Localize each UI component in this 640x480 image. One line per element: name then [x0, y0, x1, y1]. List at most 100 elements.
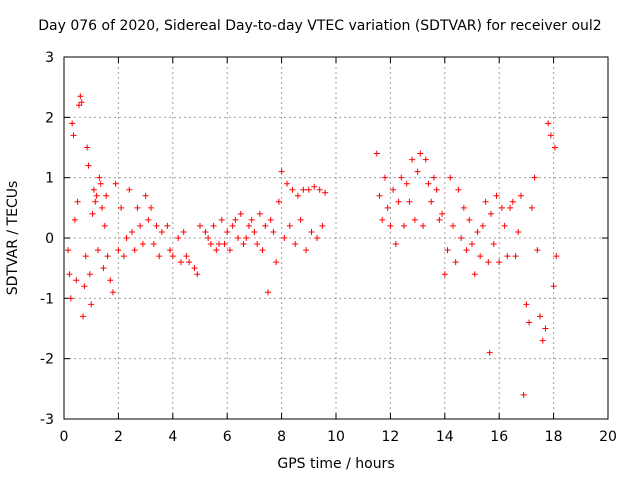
data-point [153, 222, 160, 229]
data-point [379, 216, 386, 223]
data-point [191, 265, 198, 272]
data-point [126, 186, 133, 193]
data-point [542, 325, 549, 332]
data-point [387, 222, 394, 229]
data-point [194, 271, 201, 278]
x-tick-label: 18 [545, 429, 563, 445]
data-point [553, 253, 560, 260]
data-point [504, 253, 511, 260]
data-point [88, 301, 95, 308]
data-point [545, 120, 552, 127]
data-point [422, 156, 429, 163]
data-point [316, 186, 323, 193]
data-point [414, 168, 421, 175]
data-point [232, 216, 239, 223]
data-point [444, 247, 451, 254]
data-point [186, 259, 193, 266]
data-point [259, 247, 266, 254]
data-point [523, 301, 530, 308]
data-point [213, 247, 220, 254]
data-point [531, 174, 538, 181]
data-point [248, 216, 255, 223]
data-point [534, 247, 541, 254]
data-point [226, 247, 233, 254]
data-point [169, 253, 176, 260]
data-point [278, 168, 285, 175]
data-point [449, 222, 456, 229]
data-point [150, 241, 157, 248]
data-point [71, 216, 78, 223]
data-point [392, 241, 399, 248]
data-point [95, 247, 101, 254]
data-point [376, 192, 383, 199]
data-point [490, 241, 497, 248]
data-point [482, 198, 489, 205]
data-point [100, 265, 107, 272]
y-tick-label: -2 [40, 352, 54, 368]
data-point [275, 198, 282, 205]
data-point [547, 132, 554, 139]
data-point [428, 198, 435, 205]
data-point [496, 259, 503, 266]
data-point [73, 277, 80, 284]
data-point [107, 277, 114, 284]
data-point [202, 228, 209, 235]
data-point [528, 204, 535, 211]
data-point [243, 235, 250, 241]
data-point [129, 228, 135, 235]
y-tick-label: -3 [40, 412, 54, 428]
data-point [297, 216, 304, 223]
data-point [131, 247, 138, 254]
data-point [551, 144, 558, 151]
data-point [69, 120, 76, 127]
data-point [80, 313, 87, 320]
data-point [82, 253, 89, 260]
data-point [294, 192, 301, 199]
data-point [550, 283, 557, 290]
data-point [229, 222, 236, 229]
data-point [373, 150, 380, 157]
data-point [308, 228, 315, 235]
data-point [139, 241, 146, 248]
data-point [284, 180, 291, 187]
data-point [469, 241, 475, 248]
x-tick-label: 8 [277, 429, 286, 445]
data-point [78, 99, 85, 106]
x-tick-label: 16 [490, 429, 508, 445]
data-point [254, 241, 261, 248]
data-point [441, 271, 448, 278]
x-tick-label: 14 [436, 429, 454, 445]
data-point [90, 186, 97, 193]
data-point [148, 204, 155, 211]
y-tick-label: 0 [45, 231, 54, 247]
data-point [517, 192, 524, 199]
data-point [520, 391, 527, 398]
grid-lines [64, 57, 608, 419]
data-point [401, 222, 407, 229]
data-point [409, 156, 416, 163]
data-point [471, 271, 478, 278]
x-axis-label: GPS time / hours [277, 456, 395, 472]
data-point [300, 186, 307, 193]
chart-title: Day 076 of 2020, Sidereal Day-to-day VTE… [38, 18, 602, 34]
data-point [123, 235, 130, 241]
x-tick-label: 12 [381, 429, 399, 445]
data-point [477, 253, 484, 260]
data-point [158, 228, 165, 235]
data-point [235, 235, 242, 241]
data-point [256, 210, 263, 217]
data-point [70, 132, 77, 139]
data-point [439, 210, 446, 217]
data-point [115, 247, 122, 254]
data-point [311, 183, 318, 190]
x-tick-label: 10 [327, 429, 345, 445]
data-point [319, 222, 326, 229]
data-point [224, 228, 231, 235]
data-point [84, 144, 91, 151]
y-tick-label: 3 [45, 50, 54, 66]
data-point [265, 289, 271, 296]
x-tick-label: 6 [223, 429, 232, 445]
data-point [112, 180, 119, 187]
